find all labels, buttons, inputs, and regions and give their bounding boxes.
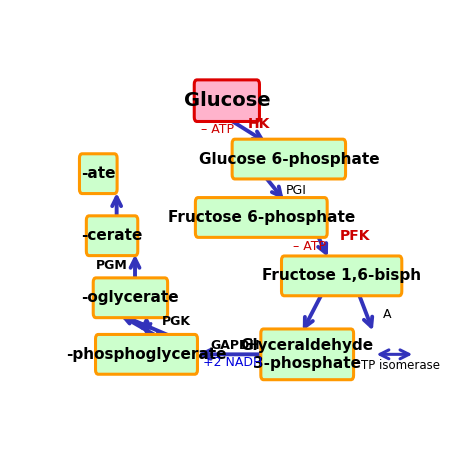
Text: PGM: PGM [96,259,128,272]
Text: Glucose 6-phosphate: Glucose 6-phosphate [199,152,379,166]
Text: TP isomerase: TP isomerase [361,359,440,372]
Text: -ate: -ate [81,166,116,181]
Text: PFK: PFK [340,229,371,243]
Text: Fructose 6-phosphate: Fructose 6-phosphate [168,210,355,225]
Text: – ATP: – ATP [201,123,234,137]
Text: Fructose 1,6-bisph: Fructose 1,6-bisph [262,268,421,283]
Text: Glucose: Glucose [183,91,270,110]
Text: -cerate: -cerate [82,228,143,243]
FancyBboxPatch shape [96,335,198,374]
Text: – ATP: – ATP [293,240,326,253]
Text: -oglycerate: -oglycerate [82,290,179,305]
FancyBboxPatch shape [282,256,402,296]
Text: -phosphoglycerate: -phosphoglycerate [66,347,227,362]
FancyBboxPatch shape [261,329,354,380]
FancyBboxPatch shape [194,80,259,121]
FancyBboxPatch shape [232,139,346,179]
FancyBboxPatch shape [93,278,168,318]
Text: +2 NADH: +2 NADH [203,356,262,369]
FancyBboxPatch shape [80,154,117,193]
Text: Glyceraldehyde
3-phosphate: Glyceraldehyde 3-phosphate [241,338,374,371]
Text: HK: HK [248,118,270,131]
FancyBboxPatch shape [195,198,327,237]
FancyBboxPatch shape [86,216,138,255]
Text: GAPDH: GAPDH [210,339,260,352]
Text: A: A [383,308,392,321]
Text: PGK: PGK [162,315,191,328]
Text: PGI: PGI [285,183,306,197]
